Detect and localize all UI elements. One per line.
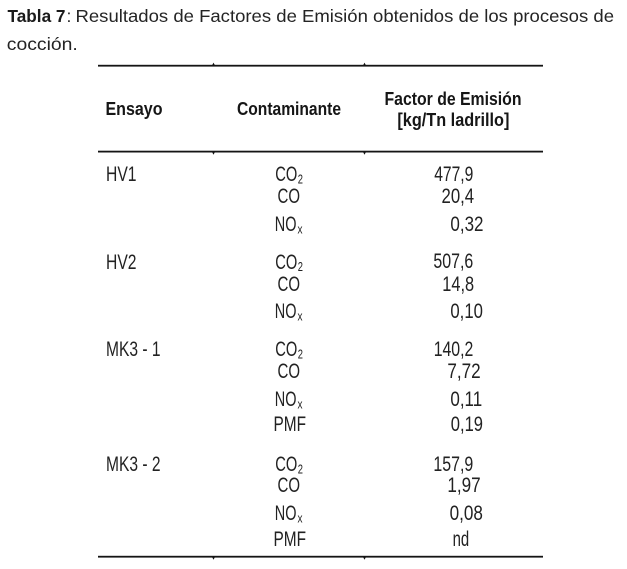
svg-text:507,6: 507,6 xyxy=(433,250,473,273)
svg-text:CO: CO xyxy=(275,453,297,476)
svg-text:CO: CO xyxy=(275,338,297,361)
svg-text:0,11: 0,11 xyxy=(450,388,482,411)
svg-text:nd: nd xyxy=(453,528,470,551)
svg-text:Resultados de Factores de Emis: Resultados de Factores de Emisión obteni… xyxy=(76,6,615,26)
svg-text:7,72: 7,72 xyxy=(447,360,480,383)
svg-text:NO: NO xyxy=(275,502,297,525)
svg-text:0,32: 0,32 xyxy=(450,213,483,236)
svg-text:[kg/Tn ladrillo]: [kg/Tn ladrillo] xyxy=(397,110,509,131)
svg-text:1,97: 1,97 xyxy=(447,474,480,497)
svg-text:2: 2 xyxy=(298,172,303,187)
svg-text:HV2: HV2 xyxy=(106,251,137,274)
svg-text:CO: CO xyxy=(275,163,297,186)
svg-text:NO: NO xyxy=(275,388,297,411)
svg-text:2: 2 xyxy=(298,347,303,362)
svg-text:CO: CO xyxy=(278,360,301,383)
svg-text:PMF: PMF xyxy=(274,413,307,436)
svg-text:20,4: 20,4 xyxy=(442,185,475,208)
svg-text:Factor de Emisión: Factor de Emisión xyxy=(385,89,522,110)
svg-text:x: x xyxy=(298,511,303,526)
svg-text:0,10: 0,10 xyxy=(450,300,483,323)
svg-text:477,9: 477,9 xyxy=(434,163,473,186)
svg-text:2: 2 xyxy=(298,462,303,477)
svg-text:HV1: HV1 xyxy=(106,163,137,186)
svg-text:cocción.: cocción. xyxy=(7,34,78,54)
svg-text:NO: NO xyxy=(275,213,297,236)
svg-text:0,08: 0,08 xyxy=(450,502,483,525)
svg-text:2: 2 xyxy=(298,259,303,274)
svg-text:CO: CO xyxy=(278,273,301,296)
svg-text:Contaminante: Contaminante xyxy=(237,99,341,120)
svg-text:x: x xyxy=(298,309,303,324)
svg-text:Tabla 7: Tabla 7 xyxy=(8,6,66,26)
svg-text:PMF: PMF xyxy=(274,528,307,551)
svg-text:NO: NO xyxy=(275,300,297,323)
svg-text:0,19: 0,19 xyxy=(451,413,483,436)
svg-text:14,8: 14,8 xyxy=(442,273,474,296)
svg-text:CO: CO xyxy=(275,251,297,274)
svg-text:157,9: 157,9 xyxy=(433,453,473,476)
svg-text:MK3 - 2: MK3 - 2 xyxy=(106,453,161,476)
svg-text:x: x xyxy=(298,222,303,237)
svg-text:CO: CO xyxy=(278,474,301,497)
svg-text::: : xyxy=(67,6,72,26)
svg-text:MK3 - 1: MK3 - 1 xyxy=(106,338,161,361)
svg-text:x: x xyxy=(298,397,303,412)
svg-text:140,2: 140,2 xyxy=(434,338,474,361)
svg-text:Ensayo: Ensayo xyxy=(106,99,163,120)
svg-text:CO: CO xyxy=(278,185,301,208)
